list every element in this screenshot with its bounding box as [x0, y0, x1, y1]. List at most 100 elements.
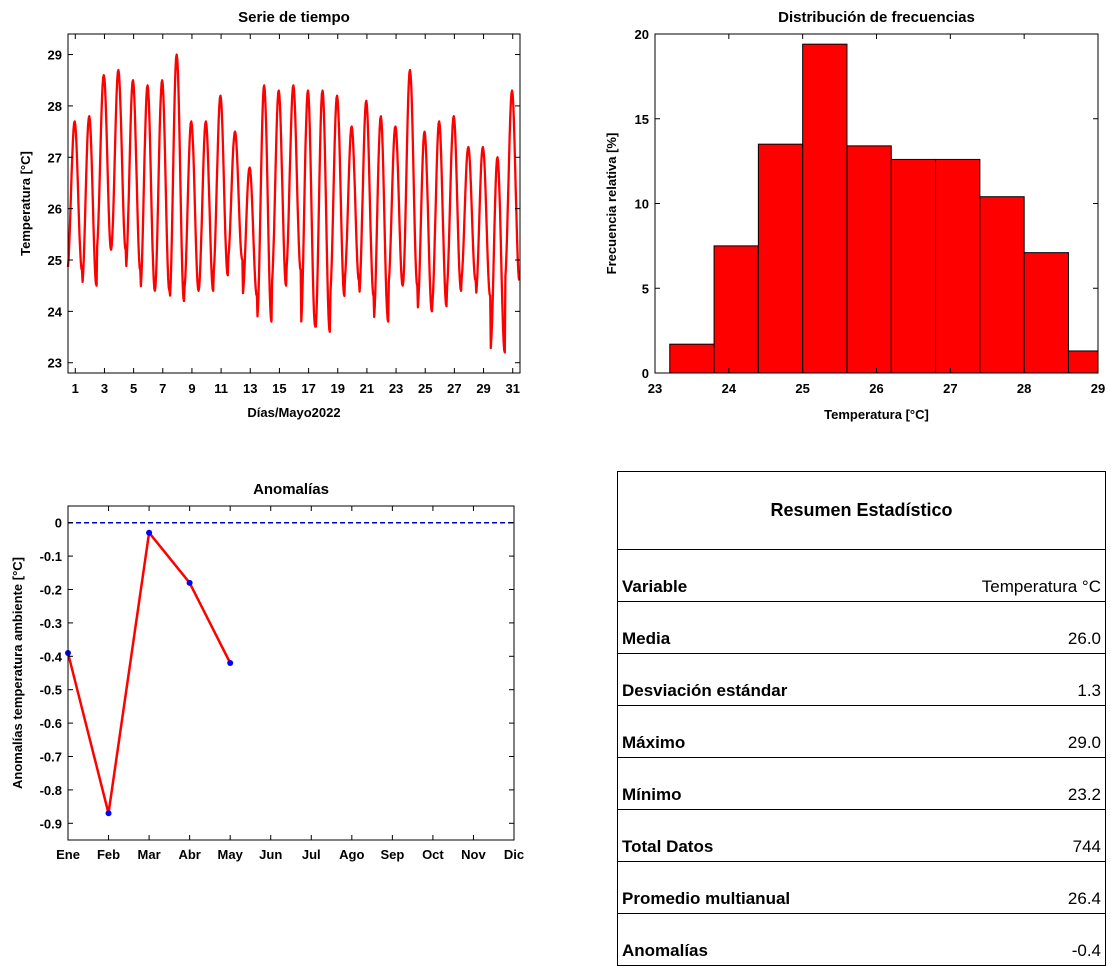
x-tick-label: 21 — [360, 381, 374, 396]
x-tick-label: Abr — [178, 847, 200, 862]
y-tick-label: -0.4 — [40, 649, 63, 664]
histogram-bar — [1023, 252, 1069, 374]
y-tick-label: -0.6 — [40, 716, 62, 731]
x-tick-label: 5 — [130, 381, 137, 396]
summary-title-row: Resumen Estadístico — [617, 471, 1106, 550]
y-tick-label: 23 — [48, 356, 62, 371]
y-tick-label: 25 — [48, 253, 62, 268]
x-tick-label: 7 — [159, 381, 166, 396]
summary-row-value: 29.0 — [900, 705, 1106, 758]
x-tick-label: Sep — [380, 847, 404, 862]
data-point — [65, 649, 71, 656]
x-tick-label: Dic — [504, 847, 524, 862]
x-tick-label: 29 — [1091, 381, 1105, 396]
summary-row: Promedio multianual 26.4 — [616, 861, 1106, 914]
x-tick-label: 31 — [505, 381, 519, 396]
y-tick-label: 5 — [642, 281, 649, 296]
x-tick-label: May — [218, 847, 244, 862]
summary-row: Máximo 29.0 — [616, 705, 1106, 758]
summary-row-value: 26.4 — [900, 861, 1106, 914]
y-tick-label: -0.5 — [40, 683, 62, 698]
x-tick-label: Ene — [56, 847, 80, 862]
summary-table: Resumen Estadístico Variable Temperatura… — [616, 471, 1106, 966]
summary-row: Mínimo 23.2 — [616, 757, 1106, 810]
y-tick-label: 24 — [48, 304, 63, 319]
summary-row-label: Anomalías — [616, 913, 901, 966]
summary-row-label: Máximo — [616, 705, 901, 758]
summary-row: Media 26.0 — [616, 601, 1106, 654]
x-tick-label: 1 — [72, 381, 79, 396]
chart-title: Distribución de frecuencias — [778, 9, 975, 26]
x-tick-label: 13 — [243, 381, 257, 396]
x-tick-label: 15 — [272, 381, 286, 396]
summary-row-label: Media — [616, 601, 901, 654]
x-tick-label: 24 — [722, 381, 737, 396]
x-tick-label: 3 — [101, 381, 108, 396]
y-axis-label: Frecuencia relativa [%] — [604, 133, 619, 275]
plot-frame — [67, 505, 515, 841]
summary-row-label: Total Datos — [616, 809, 901, 862]
series-line — [66, 531, 232, 815]
summary-row-value: 26.0 — [900, 601, 1106, 654]
plot-frame — [67, 33, 521, 374]
y-tick-label: -0.7 — [40, 750, 62, 765]
x-tick-label: 9 — [188, 381, 195, 396]
histogram-bar — [669, 343, 715, 374]
y-tick-label: -0.3 — [40, 616, 62, 631]
data-point — [227, 659, 234, 666]
histogram-bar — [979, 196, 1025, 374]
y-tick-label: -0.8 — [40, 783, 62, 798]
summary-row-label: Mínimo — [616, 757, 901, 810]
summary-row-value: Temperatura °C — [900, 549, 1106, 602]
histogram-bar — [757, 143, 804, 374]
x-tick-label: Jun — [259, 847, 282, 862]
y-tick-label: -0.2 — [40, 583, 62, 598]
histogram-bar — [802, 43, 848, 374]
summary-row: Desviación estándar 1.3 — [616, 653, 1106, 706]
y-tick-label: 28 — [48, 99, 62, 114]
x-tick-label: 17 — [301, 381, 315, 396]
summary-row-label: Promedio multianual — [616, 861, 901, 914]
summary-row-label: Desviación estándar — [616, 653, 901, 706]
x-tick-label: 25 — [795, 381, 809, 396]
chart-title: Anomalías — [253, 481, 329, 498]
x-tick-label: 27 — [447, 381, 461, 396]
x-tick-label: Ago — [339, 847, 364, 862]
x-tick-label: 23 — [389, 381, 403, 396]
y-tick-label: 0 — [642, 366, 649, 381]
chart-title: Serie de tiempo — [238, 9, 350, 26]
x-axis-label: Días/Mayo2022 — [247, 405, 340, 420]
x-tick-label: 25 — [418, 381, 432, 396]
x-axis-label: Temperatura [°C] — [824, 407, 929, 422]
histogram-bar — [713, 245, 759, 374]
x-tick-label: 27 — [943, 381, 957, 396]
data-point — [105, 810, 112, 817]
y-tick-label: -0.1 — [40, 549, 62, 564]
x-tick-label: Feb — [97, 847, 120, 862]
data-point — [186, 579, 193, 586]
x-tick-label: Oct — [422, 847, 444, 862]
histogram-bar — [935, 158, 981, 374]
summary-row-value: 744 — [900, 809, 1106, 862]
x-tick-label: 19 — [331, 381, 345, 396]
summary-row-value: 1.3 — [900, 653, 1106, 706]
x-tick-label: Nov — [461, 847, 486, 862]
summary-row: Anomalías -0.4 — [616, 913, 1106, 966]
y-axis-label: Temperatura [°C] — [18, 151, 33, 256]
y-tick-label: -0.9 — [40, 816, 62, 831]
summary-row: Variable Temperatura °C — [616, 549, 1106, 602]
summary-row-label: Variable — [616, 549, 901, 602]
summary-row-value: -0.4 — [900, 913, 1106, 966]
series-line — [66, 53, 521, 354]
summary-row: Total Datos 744 — [616, 809, 1106, 862]
histogram-bar — [846, 145, 892, 374]
plot-frame — [654, 33, 1099, 374]
y-tick-label: 15 — [635, 112, 649, 127]
data-point — [146, 529, 153, 536]
y-tick-label: 10 — [635, 197, 649, 212]
y-tick-label: 0 — [55, 516, 62, 531]
x-tick-label: Jul — [302, 847, 321, 862]
y-tick-label: 27 — [48, 150, 62, 165]
x-tick-label: 23 — [648, 381, 662, 396]
x-tick-label: 26 — [869, 381, 883, 396]
